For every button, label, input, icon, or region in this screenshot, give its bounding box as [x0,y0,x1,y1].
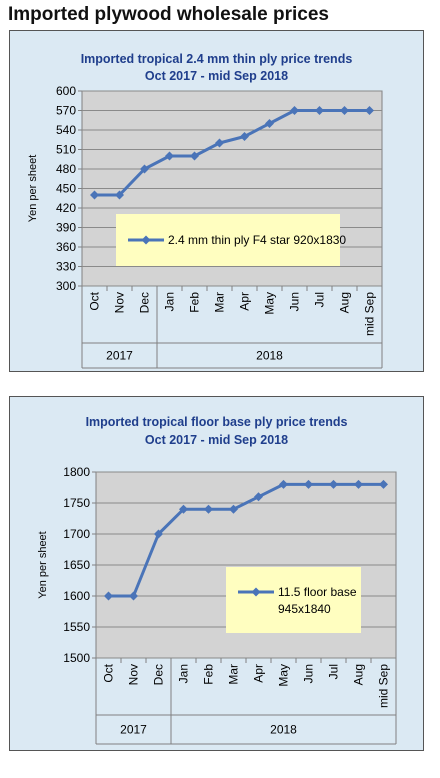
page-title: Imported plywood wholesale prices [8,4,329,25]
x-tick-label: Mar [213,292,227,313]
x-tick-label: mid Sep [377,664,391,708]
chart-panel-thin-ply: Imported tropical 2.4 mm thin ply price … [9,30,424,372]
legend-label: 2.4 mm thin ply F4 star 920x1830 [168,233,346,247]
x-tick-label: Jun [302,664,316,683]
data-point [215,138,224,148]
data-point [304,479,313,489]
x-tick-label: Aug [352,664,366,685]
data-point [165,151,174,161]
year-group-label: 2018 [256,349,283,363]
y-tick-label: 1700 [63,527,90,541]
x-tick-label: Oct [88,291,102,310]
line-chart-floor-base: 1500 1550 1600 1650 1700 1750 1800 Yen per shee… [37,465,397,745]
y-tick-label: 1750 [63,496,90,510]
y-tick-label: 480 [56,162,76,176]
x-tick-label: Jun [288,292,302,311]
y-tick-label: 600 [56,84,76,98]
data-point [290,106,299,115]
y-tick-label: 570 [56,104,76,118]
y-tick-label: 1650 [63,558,90,572]
year-group-label: 2018 [270,723,297,737]
data-point [254,492,263,502]
data-point [104,591,113,601]
x-tick-label: Jul [313,292,327,307]
y-tick-label: 1600 [63,589,90,603]
data-point [279,479,288,489]
y-tick-label: 450 [56,182,76,196]
y-tick-label: 1500 [63,651,90,665]
x-tick-label: Dec [138,292,152,313]
legend-label: 11.5 floor base [278,585,357,599]
x-tick-label: May [277,664,291,687]
data-point [140,164,149,174]
chart-panel-floor-base: Imported tropical floor base ply price t… [9,396,424,751]
x-tick-label: Apr [252,664,266,683]
x-tick-label: mid Sep [363,292,377,336]
data-point [315,106,324,115]
line-chart-thin-ply: 300 330 360 390 420 450 480 510 540 570 600 Yen per… [27,84,383,369]
data-point [229,504,238,514]
data-point [154,529,163,539]
x-tick-label: May [263,292,277,315]
data-point [115,190,124,200]
y-tick-label: 540 [56,123,76,137]
x-tick-label: Feb [202,664,216,685]
x-tick-label: Feb [188,292,202,313]
data-point [204,504,213,514]
x-tick-label: Nov [113,292,127,313]
data-point [90,190,99,200]
y-axis-label: Yen per sheet [37,531,49,598]
data-point [129,591,138,601]
y-tick-label: 1800 [63,465,90,479]
data-point [365,106,374,115]
x-tick-label: Apr [238,292,252,311]
y-tick-label: 360 [56,240,76,254]
x-tick-label: Dec [152,664,166,685]
y-tick-label: 420 [56,201,76,215]
data-point [354,479,363,489]
chart-title: Imported tropical floor base ply price t… [85,415,348,429]
y-tick-label: 300 [56,279,76,293]
data-point [340,106,349,115]
y-tick-label: 390 [56,221,76,235]
chart-subtitle: Oct 2017 - mid Sep 2018 [144,69,289,83]
data-point [329,479,338,489]
year-group-label: 2017 [120,723,147,737]
x-tick-label: Mar [227,664,241,685]
data-point [265,119,274,128]
x-tick-label: Nov [127,664,141,685]
data-point [179,504,188,514]
y-tick-label: 1550 [63,620,90,634]
data-point [190,151,199,161]
x-tick-label: Jan [163,292,177,311]
legend-marker [141,235,151,245]
y-axis-label: Yen per sheet [27,155,39,222]
x-tick-label: Oct [102,663,116,682]
chart-title: Imported tropical 2.4 mm thin ply price … [80,52,353,66]
legend-label: 945x1840 [278,602,331,616]
legend-box [226,567,361,633]
y-tick-label: 330 [56,260,76,274]
x-tick-label: Jul [327,664,341,679]
chart-subtitle: Oct 2017 - mid Sep 2018 [144,433,289,447]
y-tick-label: 510 [56,143,76,157]
data-point [379,479,388,489]
data-point [240,132,249,141]
x-tick-label: Jan [177,664,191,683]
legend-marker [251,587,261,597]
year-group-label: 2017 [106,349,133,363]
x-tick-label: Aug [338,292,352,313]
